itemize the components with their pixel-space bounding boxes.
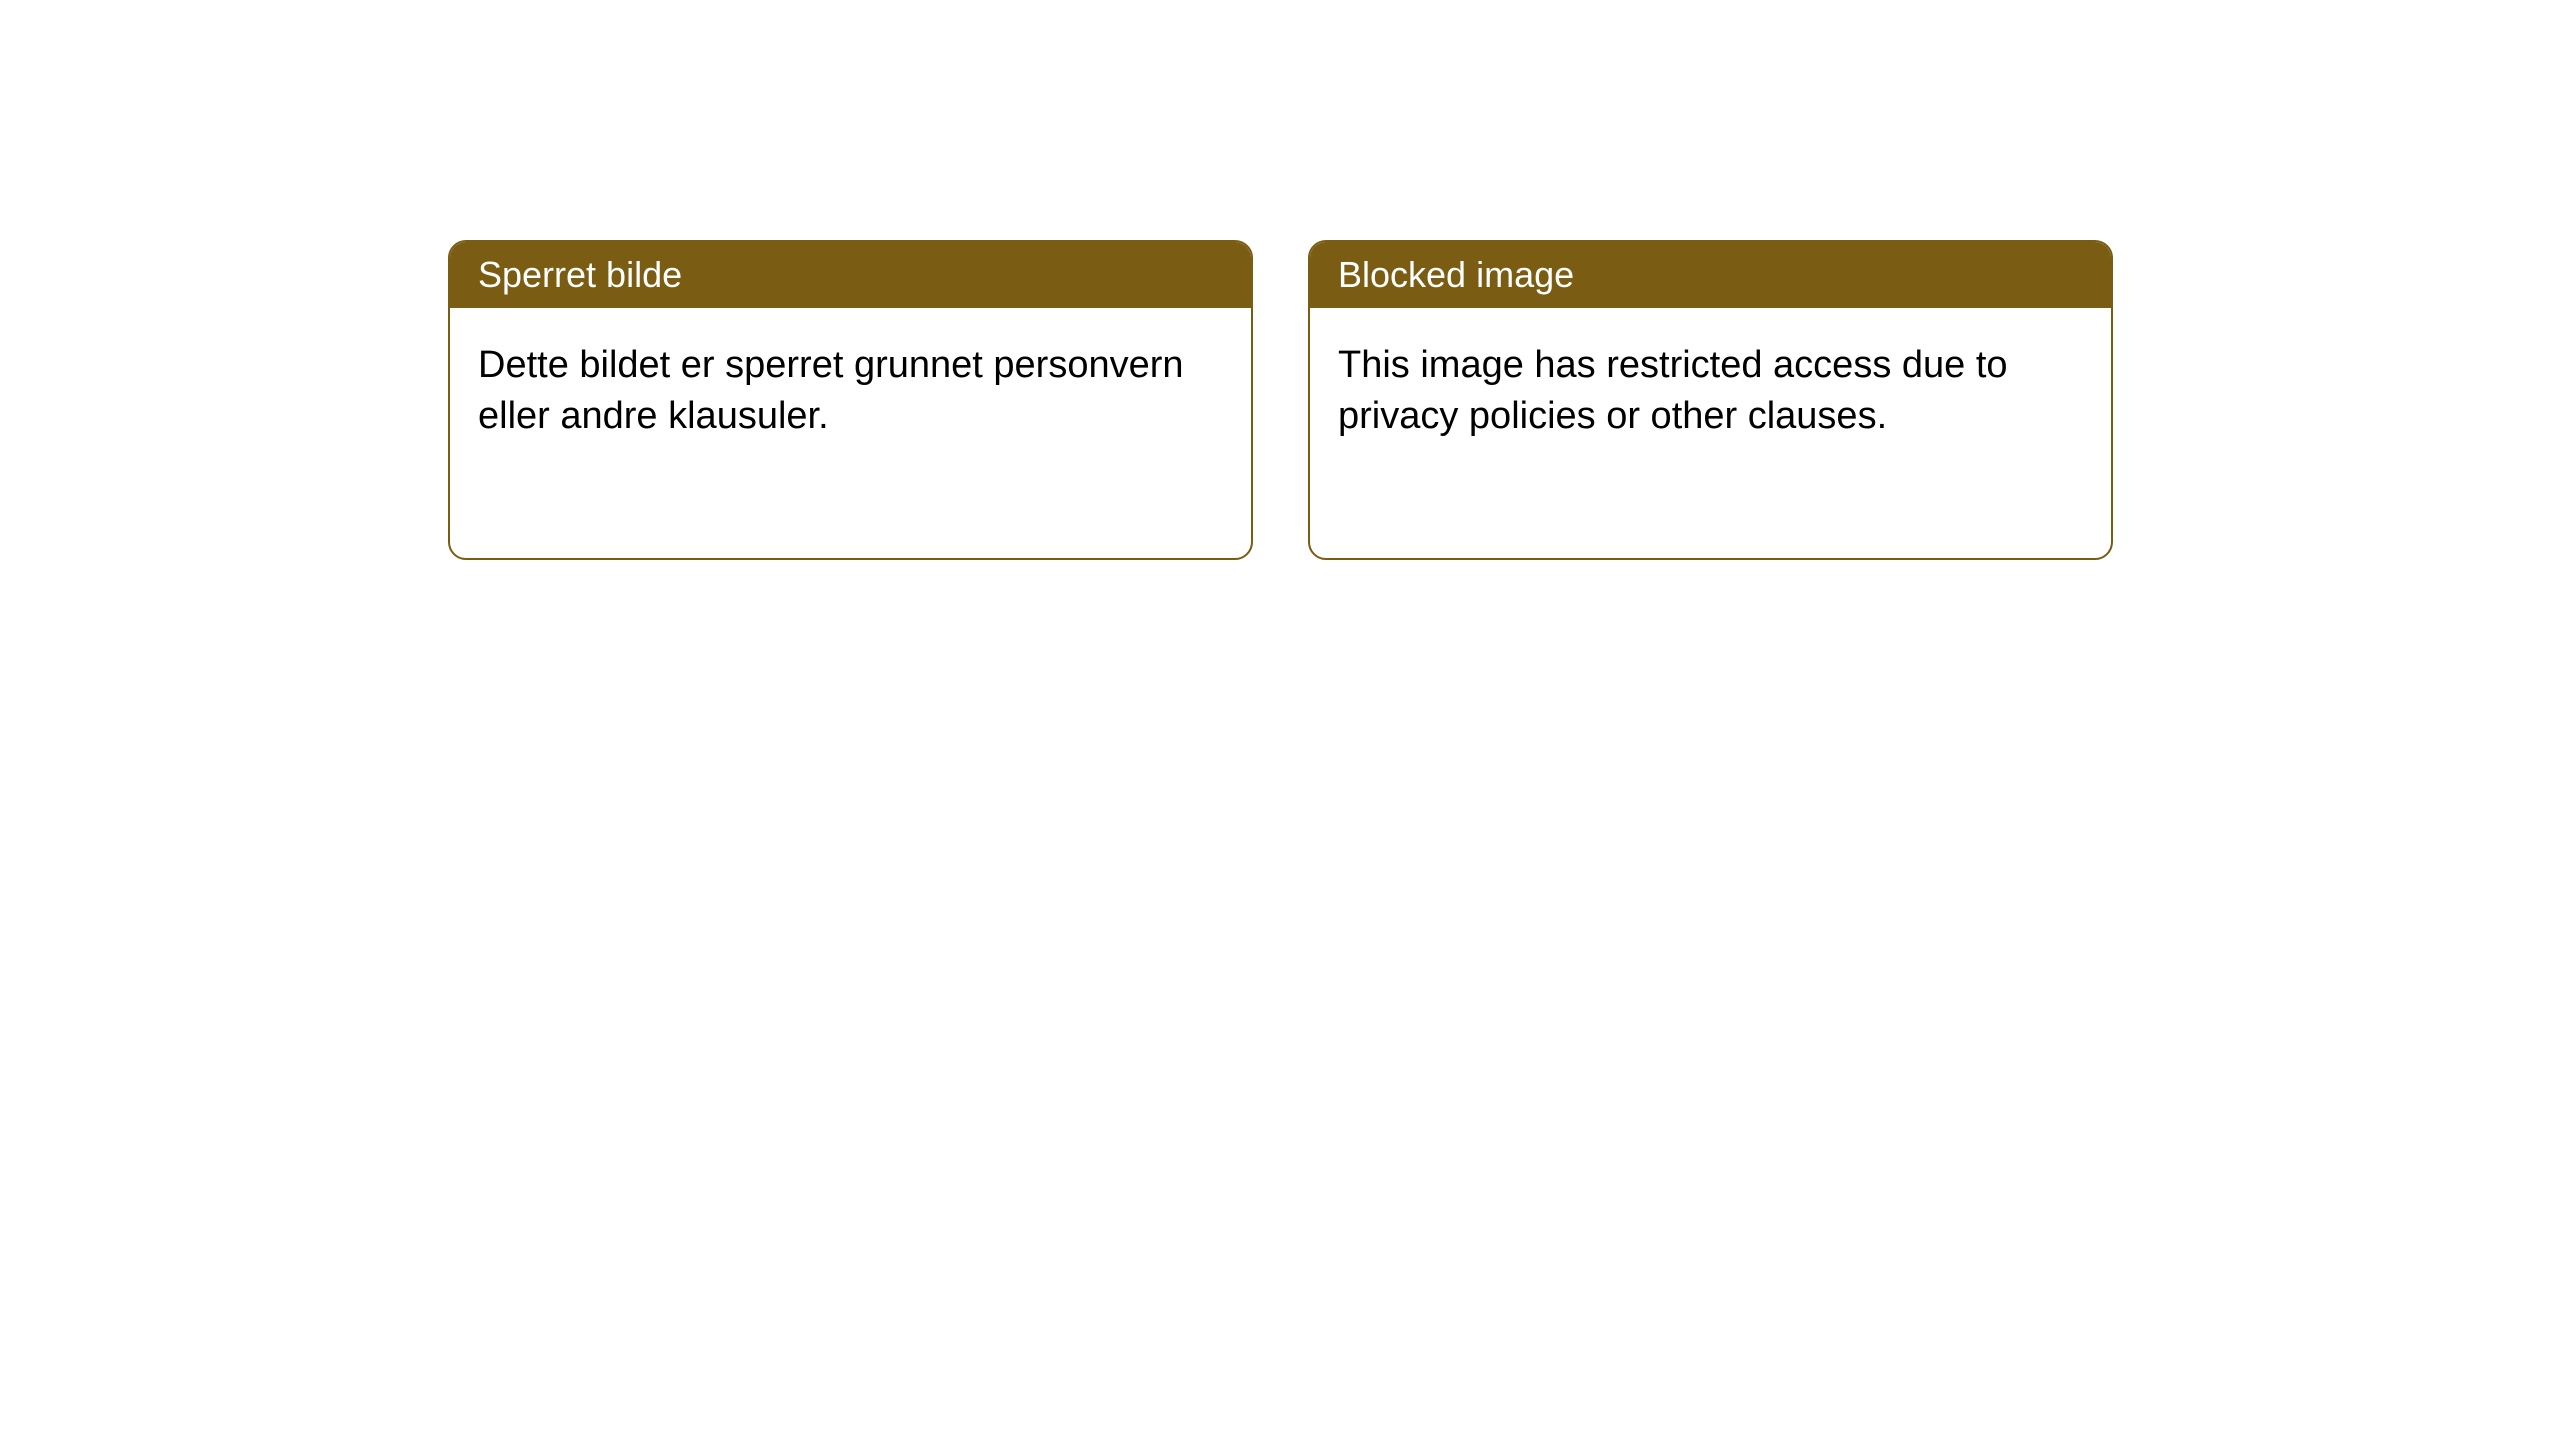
notice-title: Blocked image xyxy=(1310,242,2111,308)
notice-card-english: Blocked image This image has restricted … xyxy=(1308,240,2113,560)
notice-title: Sperret bilde xyxy=(450,242,1251,308)
notice-card-norwegian: Sperret bilde Dette bildet er sperret gr… xyxy=(448,240,1253,560)
notice-container: Sperret bilde Dette bildet er sperret gr… xyxy=(0,0,2560,560)
notice-body: Dette bildet er sperret grunnet personve… xyxy=(450,308,1251,558)
notice-body: This image has restricted access due to … xyxy=(1310,308,2111,558)
